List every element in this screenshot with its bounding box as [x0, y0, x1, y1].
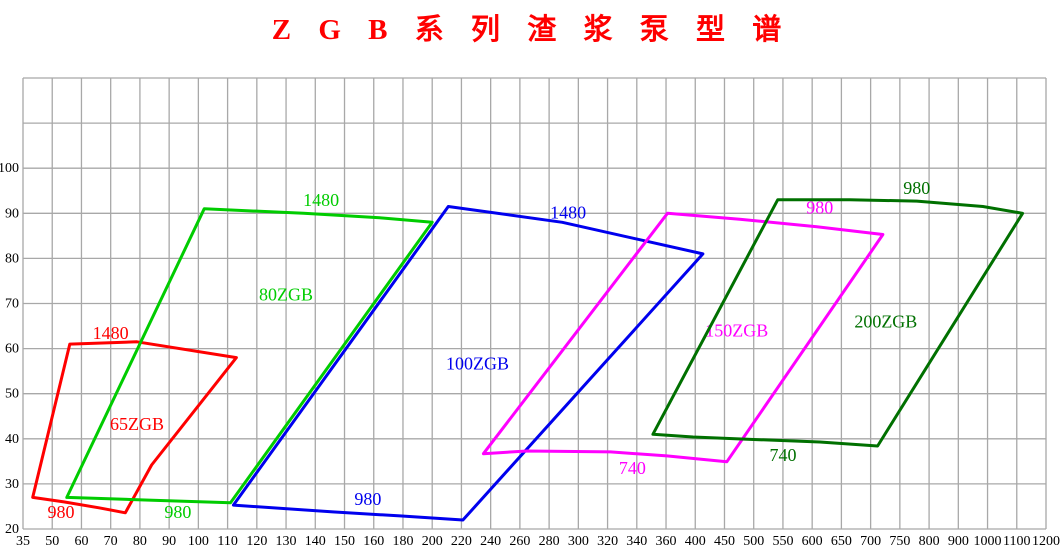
series-label-65ZGB-65ZGB: 65ZGB [110, 414, 164, 434]
y-tick-label-40: 40 [5, 432, 19, 447]
x-tick-label-500: 500 [743, 534, 764, 549]
series-label-80ZGB-980: 980 [164, 502, 191, 522]
x-tick-label-300: 300 [568, 534, 589, 549]
x-tick-label-400: 400 [685, 534, 706, 549]
x-tick-label-50: 50 [45, 534, 59, 549]
series-label-100ZGB-980: 980 [354, 489, 381, 509]
x-tick-label-750: 750 [889, 534, 910, 549]
x-tick-label-600: 600 [802, 534, 823, 549]
series-100ZGB: 1480 100ZGB 980 [231, 202, 705, 522]
series-label-80ZGB-1480: 1480 [303, 190, 339, 210]
x-tick-label-1100: 1100 [1003, 534, 1030, 549]
series-label-200ZGB-740: 740 [769, 445, 796, 465]
y-tick-label-50: 50 [5, 387, 19, 402]
series-label-100ZGB-1480: 1480 [550, 202, 586, 222]
x-tick-label-150: 150 [334, 534, 355, 549]
y-tick-label-100: 100 [0, 161, 19, 176]
x-tick-label-260: 260 [509, 534, 530, 549]
series-label-150ZGB-150ZGB: 150ZGB [705, 321, 768, 341]
x-tick-label-280: 280 [539, 534, 560, 549]
series-65ZGB: 1480 65ZGB 980 [31, 323, 238, 522]
series-80ZGB: 1480 80ZGB 980 [65, 190, 434, 522]
x-tick-label-70: 70 [104, 534, 118, 549]
envelope-150ZGB [481, 211, 885, 464]
x-tick-label-160: 160 [363, 534, 384, 549]
y-tick-label-30: 30 [5, 477, 19, 492]
envelope-100ZGB [231, 205, 705, 522]
x-tick-label-130: 130 [276, 534, 297, 549]
y-tick-label-20: 20 [5, 522, 19, 537]
x-tick-label-340: 340 [626, 534, 647, 549]
x-tick-label-60: 60 [74, 534, 88, 549]
x-tick-label-650: 650 [831, 534, 852, 549]
x-tick-label-110: 110 [217, 534, 237, 549]
x-tick-label-100: 100 [188, 534, 209, 549]
series-label-65ZGB-980: 980 [47, 502, 74, 522]
chart-title: Z G B 系 列 渣 浆 泵 型 谱 [271, 14, 792, 46]
x-tick-label-90: 90 [162, 534, 176, 549]
series-label-65ZGB-1480: 1480 [93, 323, 129, 343]
x-tick-label-320: 320 [597, 534, 618, 549]
envelope-65ZGB [31, 340, 238, 515]
series-label-200ZGB-200ZGB: 200ZGB [854, 312, 917, 332]
y-tick-label-60: 60 [5, 342, 19, 357]
x-tick-label-450: 450 [714, 534, 735, 549]
x-tick-label-1200: 1200 [1032, 534, 1060, 549]
x-tick-label-35: 35 [16, 534, 30, 549]
x-tick-label-200: 200 [422, 534, 443, 549]
envelope-80ZGB [65, 207, 434, 505]
x-tick-label-360: 360 [656, 534, 677, 549]
x-tick-label-550: 550 [772, 534, 793, 549]
x-tick-label-240: 240 [480, 534, 501, 549]
series-200ZGB: 980 200ZGB 740 [651, 178, 1025, 465]
x-tick-label-900: 900 [948, 534, 969, 549]
series-150ZGB: 980 150ZGB 740 [481, 197, 885, 478]
y-tick-label-80: 80 [5, 251, 19, 266]
x-tick-labels: 35 50 60 70 80 90 100 110 120 130 140 150 160 180 200 2… [16, 534, 1060, 549]
y-tick-label-90: 90 [5, 206, 19, 221]
x-tick-label-800: 800 [919, 534, 940, 549]
x-tick-label-120: 120 [246, 534, 267, 549]
x-tick-label-220: 220 [451, 534, 472, 549]
grid [22, 77, 1047, 530]
series-label-200ZGB-980: 980 [903, 178, 930, 198]
x-tick-label-140: 140 [305, 534, 326, 549]
x-tick-label-700: 700 [860, 534, 881, 549]
envelope-200ZGB [651, 198, 1025, 448]
x-tick-label-1000: 1000 [974, 534, 1002, 549]
series-label-100ZGB-100ZGB: 100ZGB [446, 353, 509, 373]
y-tick-labels: 20 30 40 50 60 70 80 90 100 [0, 161, 19, 537]
series-label-80ZGB-80ZGB: 80ZGB [259, 284, 313, 304]
x-tick-label-80: 80 [133, 534, 147, 549]
series-label-150ZGB-740: 740 [619, 458, 646, 478]
x-tick-label-180: 180 [392, 534, 413, 549]
y-tick-label-70: 70 [5, 297, 19, 312]
series-label-150ZGB-980: 980 [806, 197, 833, 217]
